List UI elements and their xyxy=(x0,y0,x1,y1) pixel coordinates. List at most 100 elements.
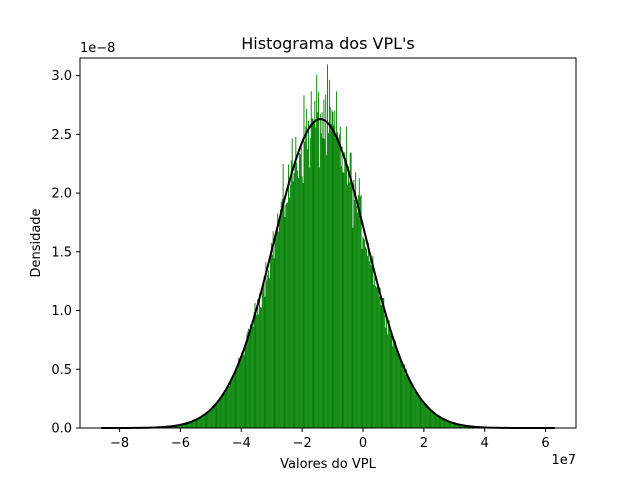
histogram-bar xyxy=(394,344,396,428)
y-tick-label: 1.5 xyxy=(51,245,72,260)
histogram-bar xyxy=(345,158,347,429)
y-tick-label: 0.5 xyxy=(51,363,72,378)
histogram-bar xyxy=(279,216,280,428)
histogram-bar xyxy=(348,182,350,428)
histogram-bar xyxy=(380,305,382,428)
plot-frame xyxy=(79,57,577,429)
histogram-bar xyxy=(299,154,301,428)
histogram-bar xyxy=(374,276,376,428)
histogram-bar xyxy=(410,384,412,428)
y-axis-label: Densidade xyxy=(29,208,44,277)
histogram-bar xyxy=(328,79,330,428)
histogram-bar xyxy=(270,242,272,428)
histogram-bar xyxy=(232,377,234,428)
histogram-bar xyxy=(359,196,361,428)
histogram-bar xyxy=(300,146,302,428)
histogram-bar xyxy=(373,284,375,428)
histogram-bar xyxy=(326,155,328,428)
histogram-bar xyxy=(462,425,464,428)
histogram-bar xyxy=(243,355,245,428)
histogram-bar xyxy=(257,299,259,428)
histogram-bar xyxy=(228,382,230,428)
histogram-bar xyxy=(240,352,242,428)
histogram-bar xyxy=(343,172,345,428)
histogram-bar xyxy=(352,227,354,428)
histogram-bar xyxy=(421,399,423,428)
histogram-bar xyxy=(248,328,250,428)
histogram-bar xyxy=(407,375,409,428)
histogram-bar xyxy=(395,340,397,428)
x-tick-label: −2 xyxy=(293,436,312,451)
histogram-bar xyxy=(350,152,352,428)
histogram-bar xyxy=(357,194,359,428)
histogram-bar xyxy=(212,406,214,428)
histogram-bar xyxy=(222,393,224,428)
histogram-bar xyxy=(464,425,466,428)
histogram-bar xyxy=(376,283,378,428)
histogram-bar xyxy=(310,91,312,428)
histogram-bar xyxy=(294,162,296,428)
histogram-bar xyxy=(425,405,426,428)
histogram-bar xyxy=(189,422,191,428)
histogram-bar xyxy=(383,297,385,428)
histogram-bar xyxy=(386,317,387,428)
histogram-bar xyxy=(389,333,391,428)
histogram-bar xyxy=(239,362,241,428)
histogram-bar xyxy=(315,127,317,428)
histogram-bar xyxy=(229,385,231,428)
histogram-bar xyxy=(220,397,221,428)
histogram-bar xyxy=(249,334,251,428)
histogram-bar xyxy=(393,338,395,428)
histogram-bar xyxy=(397,352,399,428)
histogram-bar xyxy=(178,425,180,428)
histogram-bar xyxy=(382,298,384,428)
histogram-bar xyxy=(301,176,303,428)
histogram-bar xyxy=(434,413,436,428)
histogram-bar xyxy=(444,419,445,428)
histogram-bar xyxy=(246,334,248,428)
histogram-bar xyxy=(221,395,223,428)
histogram-bar xyxy=(314,100,316,429)
histogram-bar xyxy=(335,137,337,429)
histogram-bar xyxy=(365,246,367,428)
histogram-bar xyxy=(223,390,225,428)
histogram-bar xyxy=(309,138,311,429)
histogram-bar xyxy=(330,124,332,428)
histogram-bar xyxy=(288,164,290,428)
histogram-bar xyxy=(308,120,309,428)
histogram-bar xyxy=(259,307,261,428)
histogram-bar xyxy=(333,125,335,429)
histogram-bar xyxy=(401,362,403,428)
histogram-bar xyxy=(392,346,394,428)
histogram-bar xyxy=(237,366,239,428)
histogram-bar xyxy=(316,74,318,428)
histogram-bar xyxy=(342,172,344,428)
histogram-bar xyxy=(436,415,438,428)
histogram-bar xyxy=(215,403,217,428)
histogram-bar xyxy=(240,356,241,428)
x-tick-label: 6 xyxy=(541,436,549,451)
histogram-bar xyxy=(227,386,229,428)
histogram-bar xyxy=(354,199,356,428)
histogram-bar xyxy=(349,152,351,428)
histogram-bar xyxy=(260,307,262,428)
histogram-bar xyxy=(418,396,420,428)
histogram-bar xyxy=(242,349,244,428)
histogram-bar xyxy=(402,366,404,428)
histogram-bar xyxy=(219,398,221,428)
histogram-bar xyxy=(256,314,258,428)
x-tick-label: −4 xyxy=(232,436,251,451)
histogram-bar xyxy=(435,413,436,428)
histogram-bar xyxy=(337,137,339,428)
histogram-bar xyxy=(195,419,197,428)
histogram-bar xyxy=(267,274,269,428)
histogram-bar xyxy=(186,423,188,428)
histogram-bar xyxy=(463,425,465,428)
histogram-bar xyxy=(364,239,366,428)
histogram-bar xyxy=(311,118,313,429)
histogram-bar xyxy=(303,95,305,428)
histogram-bar xyxy=(454,423,455,428)
x-tick-label: −8 xyxy=(110,436,129,451)
x-tick-label: 2 xyxy=(420,436,428,451)
histogram-bar xyxy=(174,425,176,428)
